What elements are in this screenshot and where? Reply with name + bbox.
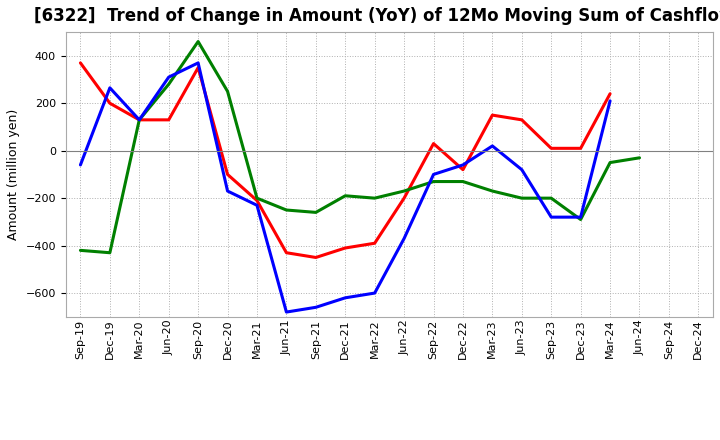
Investing Cashflow	[194, 39, 202, 44]
Operating Cashflow	[282, 250, 291, 255]
Operating Cashflow	[223, 172, 232, 177]
Operating Cashflow	[341, 246, 350, 251]
Free Cashflow	[606, 98, 614, 103]
Free Cashflow	[488, 143, 497, 149]
Free Cashflow	[429, 172, 438, 177]
Operating Cashflow	[459, 167, 467, 172]
Investing Cashflow	[76, 248, 85, 253]
Y-axis label: Amount (million yen): Amount (million yen)	[7, 109, 20, 240]
Investing Cashflow	[223, 89, 232, 94]
Free Cashflow	[576, 214, 585, 220]
Free Cashflow	[253, 203, 261, 208]
Line: Operating Cashflow: Operating Cashflow	[81, 63, 610, 257]
Investing Cashflow	[341, 193, 350, 198]
Free Cashflow	[282, 309, 291, 315]
Investing Cashflow	[106, 250, 114, 255]
Investing Cashflow	[547, 195, 556, 201]
Line: Free Cashflow: Free Cashflow	[81, 63, 610, 312]
Operating Cashflow	[370, 241, 379, 246]
Investing Cashflow	[429, 179, 438, 184]
Investing Cashflow	[370, 195, 379, 201]
Investing Cashflow	[253, 195, 261, 201]
Operating Cashflow	[135, 117, 143, 122]
Investing Cashflow	[459, 179, 467, 184]
Free Cashflow	[547, 214, 556, 220]
Title: [6322]  Trend of Change in Amount (YoY) of 12Mo Moving Sum of Cashflows: [6322] Trend of Change in Amount (YoY) o…	[35, 7, 720, 25]
Free Cashflow	[341, 295, 350, 301]
Operating Cashflow	[400, 195, 408, 201]
Operating Cashflow	[576, 146, 585, 151]
Operating Cashflow	[312, 255, 320, 260]
Free Cashflow	[370, 290, 379, 296]
Investing Cashflow	[606, 160, 614, 165]
Operating Cashflow	[164, 117, 173, 122]
Investing Cashflow	[576, 217, 585, 222]
Operating Cashflow	[606, 91, 614, 96]
Operating Cashflow	[106, 101, 114, 106]
Investing Cashflow	[135, 117, 143, 122]
Investing Cashflow	[282, 207, 291, 213]
Free Cashflow	[400, 236, 408, 241]
Free Cashflow	[194, 60, 202, 66]
Operating Cashflow	[547, 146, 556, 151]
Free Cashflow	[106, 85, 114, 91]
Investing Cashflow	[518, 195, 526, 201]
Free Cashflow	[135, 117, 143, 122]
Investing Cashflow	[488, 188, 497, 194]
Investing Cashflow	[400, 188, 408, 194]
Free Cashflow	[164, 74, 173, 80]
Operating Cashflow	[76, 60, 85, 66]
Investing Cashflow	[164, 81, 173, 87]
Free Cashflow	[459, 162, 467, 168]
Free Cashflow	[518, 167, 526, 172]
Investing Cashflow	[312, 210, 320, 215]
Free Cashflow	[223, 188, 232, 194]
Operating Cashflow	[518, 117, 526, 122]
Operating Cashflow	[194, 65, 202, 70]
Free Cashflow	[76, 162, 85, 168]
Investing Cashflow	[635, 155, 644, 161]
Operating Cashflow	[488, 113, 497, 118]
Operating Cashflow	[253, 198, 261, 203]
Operating Cashflow	[429, 141, 438, 146]
Line: Investing Cashflow: Investing Cashflow	[81, 41, 639, 253]
Free Cashflow	[312, 304, 320, 310]
